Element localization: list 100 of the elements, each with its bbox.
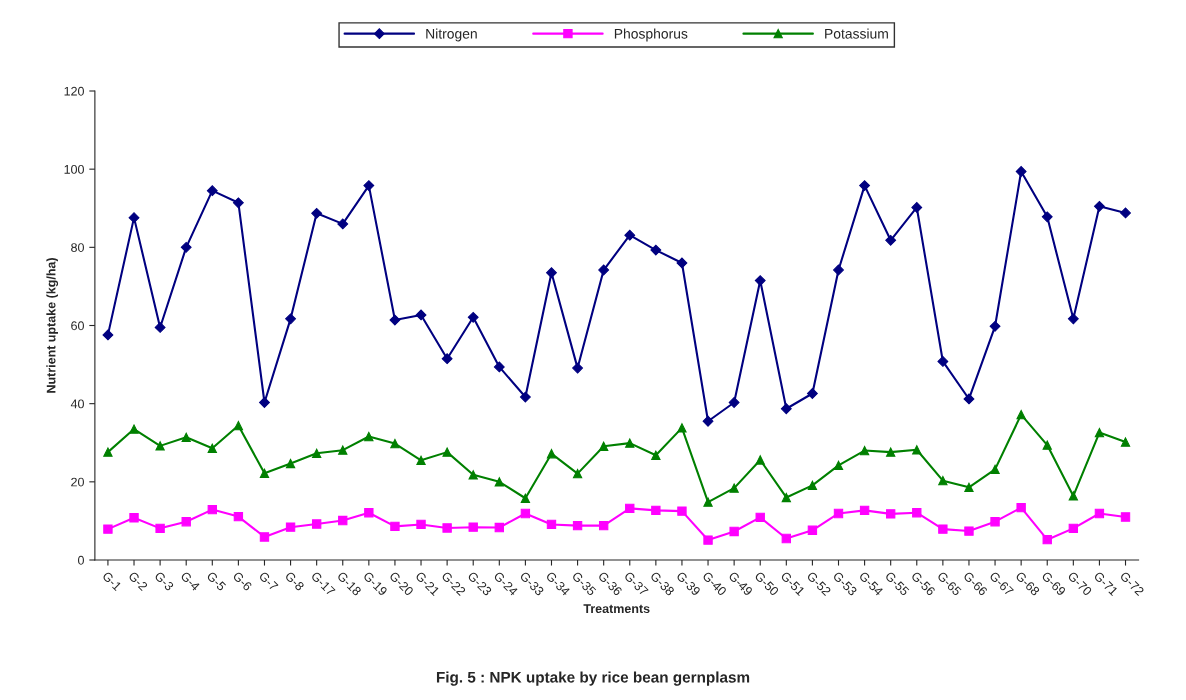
- point: [390, 438, 400, 449]
- point: [520, 493, 531, 503]
- point: [833, 508, 844, 519]
- point: [364, 508, 374, 518]
- point: [259, 397, 270, 408]
- point: [624, 229, 636, 241]
- x-tick-label: G-7: [258, 571, 279, 592]
- legend-label: Potassium: [825, 28, 888, 39]
- point: [729, 483, 739, 493]
- point: [129, 424, 139, 434]
- y-tick-label: 120: [64, 86, 84, 96]
- point: [155, 441, 165, 451]
- point: [755, 512, 765, 523]
- point: [102, 329, 114, 341]
- point: [338, 445, 348, 455]
- point: [1120, 437, 1131, 447]
- point: [938, 475, 948, 486]
- point: [572, 468, 583, 479]
- point: [911, 202, 923, 213]
- point: [651, 505, 661, 516]
- point: [728, 397, 740, 408]
- point: [885, 234, 897, 246]
- point: [207, 504, 217, 515]
- point: [859, 445, 870, 456]
- x-tick-label: G-1: [101, 571, 122, 592]
- point: [1120, 207, 1131, 219]
- point: [807, 525, 818, 535]
- point: [702, 415, 714, 427]
- point: [206, 185, 218, 197]
- point: [467, 311, 479, 323]
- point: [103, 524, 113, 534]
- legend-label: Phosphorus: [614, 28, 688, 42]
- point: [337, 218, 349, 230]
- point: [572, 362, 584, 374]
- point: [1067, 313, 1079, 325]
- point: [285, 522, 296, 532]
- point: [232, 197, 244, 209]
- point: [886, 447, 896, 457]
- point: [442, 523, 452, 533]
- point: [494, 522, 504, 533]
- point: [154, 322, 166, 333]
- point: [781, 492, 791, 503]
- point: [755, 455, 765, 465]
- point: [233, 511, 244, 522]
- point: [729, 526, 739, 537]
- point: [338, 515, 348, 526]
- point: [989, 320, 1001, 332]
- point: [1042, 440, 1052, 450]
- point: [1015, 166, 1027, 177]
- x-tick-label: G-6: [232, 571, 253, 592]
- point: [912, 508, 922, 518]
- point: [364, 431, 374, 442]
- point: [389, 314, 401, 326]
- point: [650, 244, 662, 256]
- text: Fig. 5 : NPK uptake by rice bean gernplasm: [436, 671, 750, 686]
- point: [964, 526, 974, 536]
- point: [155, 523, 165, 534]
- point: [807, 480, 818, 491]
- point: [833, 264, 844, 276]
- point: [442, 447, 452, 457]
- point: [937, 356, 949, 367]
- point: [493, 361, 505, 373]
- point: [546, 519, 557, 530]
- point: [390, 521, 400, 532]
- point: [416, 455, 426, 466]
- x-tick-label: G-17: [310, 571, 336, 597]
- point: [416, 519, 426, 530]
- point: [468, 522, 478, 532]
- point: [859, 505, 870, 516]
- point: [103, 447, 113, 457]
- point: [1068, 491, 1079, 501]
- point: [181, 517, 191, 527]
- point: [781, 533, 791, 544]
- point: [180, 241, 192, 253]
- point: [780, 403, 792, 415]
- point: [1093, 200, 1105, 212]
- y-tick-label: 20: [71, 477, 84, 487]
- point: [546, 267, 557, 279]
- point: [1016, 502, 1026, 513]
- y-axis-title: Nutrient uptake (kg/ha): [46, 258, 59, 393]
- point: [754, 275, 766, 286]
- point: [625, 503, 635, 514]
- point: [363, 180, 375, 192]
- point: [285, 313, 296, 325]
- x-tick-label: G-4: [180, 571, 201, 592]
- point: [886, 509, 896, 519]
- point: [311, 207, 323, 219]
- point: [963, 393, 975, 405]
- point: [1068, 523, 1079, 534]
- point: [311, 448, 322, 458]
- legend-label: Nitrogen: [426, 28, 477, 42]
- point: [311, 519, 322, 529]
- x-tick-label: G-8: [284, 571, 305, 592]
- point: [938, 524, 948, 534]
- point: [441, 353, 453, 365]
- point: [1120, 512, 1131, 522]
- point: [259, 468, 270, 478]
- point: [677, 423, 687, 433]
- point: [964, 482, 974, 492]
- point: [677, 506, 687, 516]
